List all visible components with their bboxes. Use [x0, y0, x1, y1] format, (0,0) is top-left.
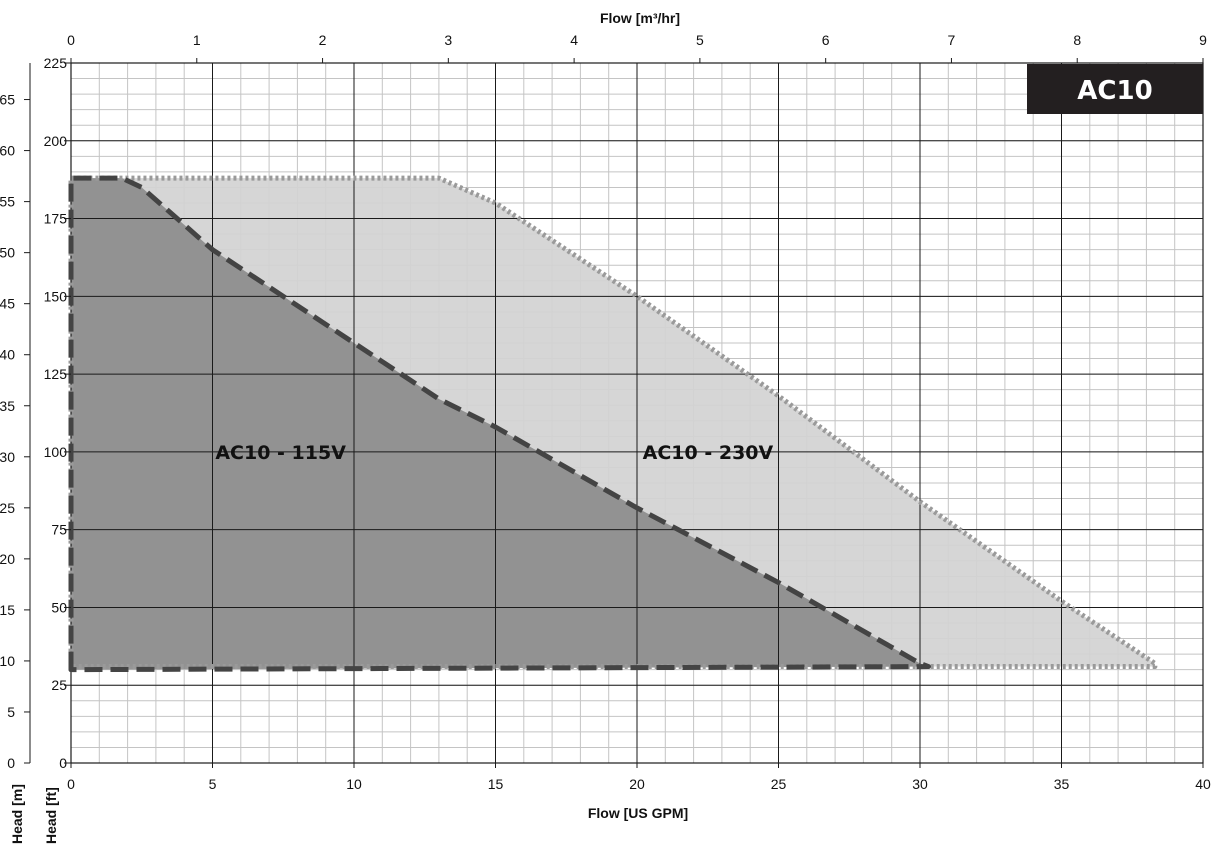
model-badge-label: AC10 [1077, 76, 1152, 106]
y-m-tick-label: 20 [0, 551, 15, 567]
y-m-tick-label: 50 [0, 245, 15, 261]
x-top-tick-label: 8 [1073, 32, 1081, 48]
y-m-tick-label: 15 [0, 602, 15, 618]
y-ft-tick-label: 75 [51, 522, 67, 538]
x-bottom-tick-label: 5 [209, 776, 217, 792]
x-bottom-tick-label: 15 [488, 776, 504, 792]
y-axis-ft-title: Head [ft] [43, 787, 59, 844]
x-bottom-tick-label: 25 [771, 776, 787, 792]
y-m-tick-label: 60 [0, 143, 15, 159]
performance-regions [71, 178, 1155, 670]
y-m-tick-label: 55 [0, 194, 15, 210]
x-axis-top-title: Flow [m³/hr] [600, 10, 680, 26]
y-m-tick-label: 40 [0, 347, 15, 363]
y-m-tick-label: 30 [0, 449, 15, 465]
tick-labels: 0 5 10 15 20 25 30 35 400 1 2 3 4 5 6 7 8 902550751001251… [0, 32, 1211, 792]
y-m-tick-label: 35 [0, 398, 15, 414]
x-bottom-tick-label: 0 [67, 776, 75, 792]
y-axis-m-title: Head [m] [9, 784, 25, 844]
x-top-tick-label: 0 [67, 32, 75, 48]
model-badge: AC10 [1027, 64, 1203, 114]
model-badge-box [1027, 64, 1203, 114]
y-ft-tick-label: 100 [44, 444, 68, 460]
x-axis-bottom-title: Flow [US GPM] [588, 805, 688, 821]
x-top-tick-label: 3 [444, 32, 452, 48]
y-ft-tick-label: 25 [51, 677, 67, 693]
region-label-ac10-230v: AC10 - 230V [643, 442, 774, 464]
major-grid [70, 62, 1204, 764]
y-ft-tick-label: 200 [44, 133, 68, 149]
x-bottom-tick-label: 35 [1054, 776, 1070, 792]
x-bottom-tick-label: 30 [912, 776, 928, 792]
region-outline-ac10-230v [68, 175, 1158, 673]
x-top-tick-label: 6 [822, 32, 830, 48]
region-label-ac10-115v: AC10 - 115V [215, 442, 346, 464]
y-m-tick-label: 45 [0, 296, 15, 312]
x-top-tick-label: 1 [193, 32, 201, 48]
x-top-tick-label: 7 [948, 32, 956, 48]
x-top-tick-label: 4 [570, 32, 578, 48]
y-m-tick-label: 25 [0, 500, 15, 516]
y-ft-tick-label: 50 [51, 599, 67, 615]
y-ft-tick-label: 175 [44, 211, 68, 227]
y-ft-tick-label: 225 [44, 55, 68, 71]
region-labels: AC10 - 230V AC10 - 115V [215, 442, 773, 464]
x-bottom-tick-label: 20 [629, 776, 645, 792]
region-fill-ac10-115v [71, 178, 929, 670]
x-top-tick-label: 5 [696, 32, 704, 48]
y-ft-tick-label: 0 [59, 755, 67, 771]
y-ft-tick-label: 125 [44, 366, 68, 382]
y-m-tick-label: 65 [0, 92, 15, 108]
x-bottom-tick-label: 10 [346, 776, 362, 792]
x-top-tick-label: 9 [1199, 32, 1207, 48]
y-m-tick-label: 0 [7, 755, 15, 771]
region-outlines [68, 175, 1158, 673]
y-m-tick-label: 5 [7, 704, 15, 720]
y-ft-tick-label: 150 [44, 288, 68, 304]
x-top-tick-label: 2 [319, 32, 327, 48]
x-bottom-tick-label: 40 [1195, 776, 1211, 792]
y-m-tick-label: 10 [0, 653, 15, 669]
